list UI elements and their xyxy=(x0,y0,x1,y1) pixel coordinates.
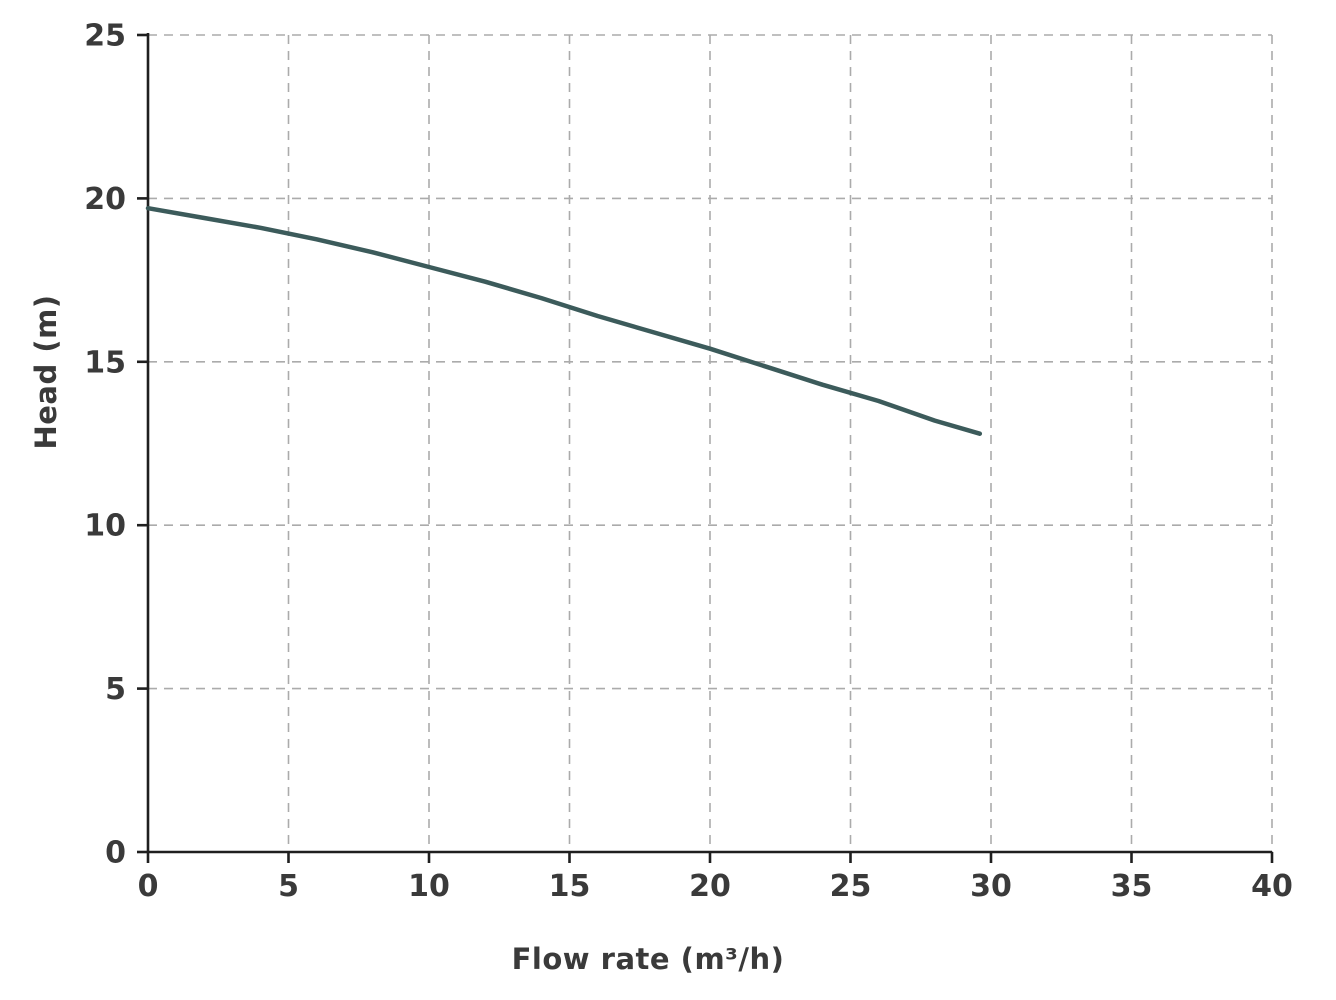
x-tick-label: 0 xyxy=(138,869,159,904)
x-tick-label: 10 xyxy=(408,869,450,904)
y-tick-label: 0 xyxy=(105,836,126,871)
y-tick-label: 5 xyxy=(105,672,126,707)
y-tick-label: 10 xyxy=(84,509,126,544)
x-tick-label: 20 xyxy=(689,869,731,904)
x-tick-label: 5 xyxy=(278,869,299,904)
x-tick-label: 25 xyxy=(830,869,872,904)
pump-curve-line xyxy=(145,205,983,436)
x-tick-label: 35 xyxy=(1111,869,1153,904)
y-axis-label: Head (m) xyxy=(29,294,63,450)
y-tick-label: 25 xyxy=(84,19,126,54)
x-tick-label: 30 xyxy=(970,869,1012,904)
y-tick-label: 20 xyxy=(84,182,126,217)
x-tick-label: 15 xyxy=(549,869,591,904)
y-tick-label: 15 xyxy=(84,345,126,380)
x-tick-label: 40 xyxy=(1251,869,1293,904)
x-axis-label: Flow rate (m³/h) xyxy=(511,942,785,976)
